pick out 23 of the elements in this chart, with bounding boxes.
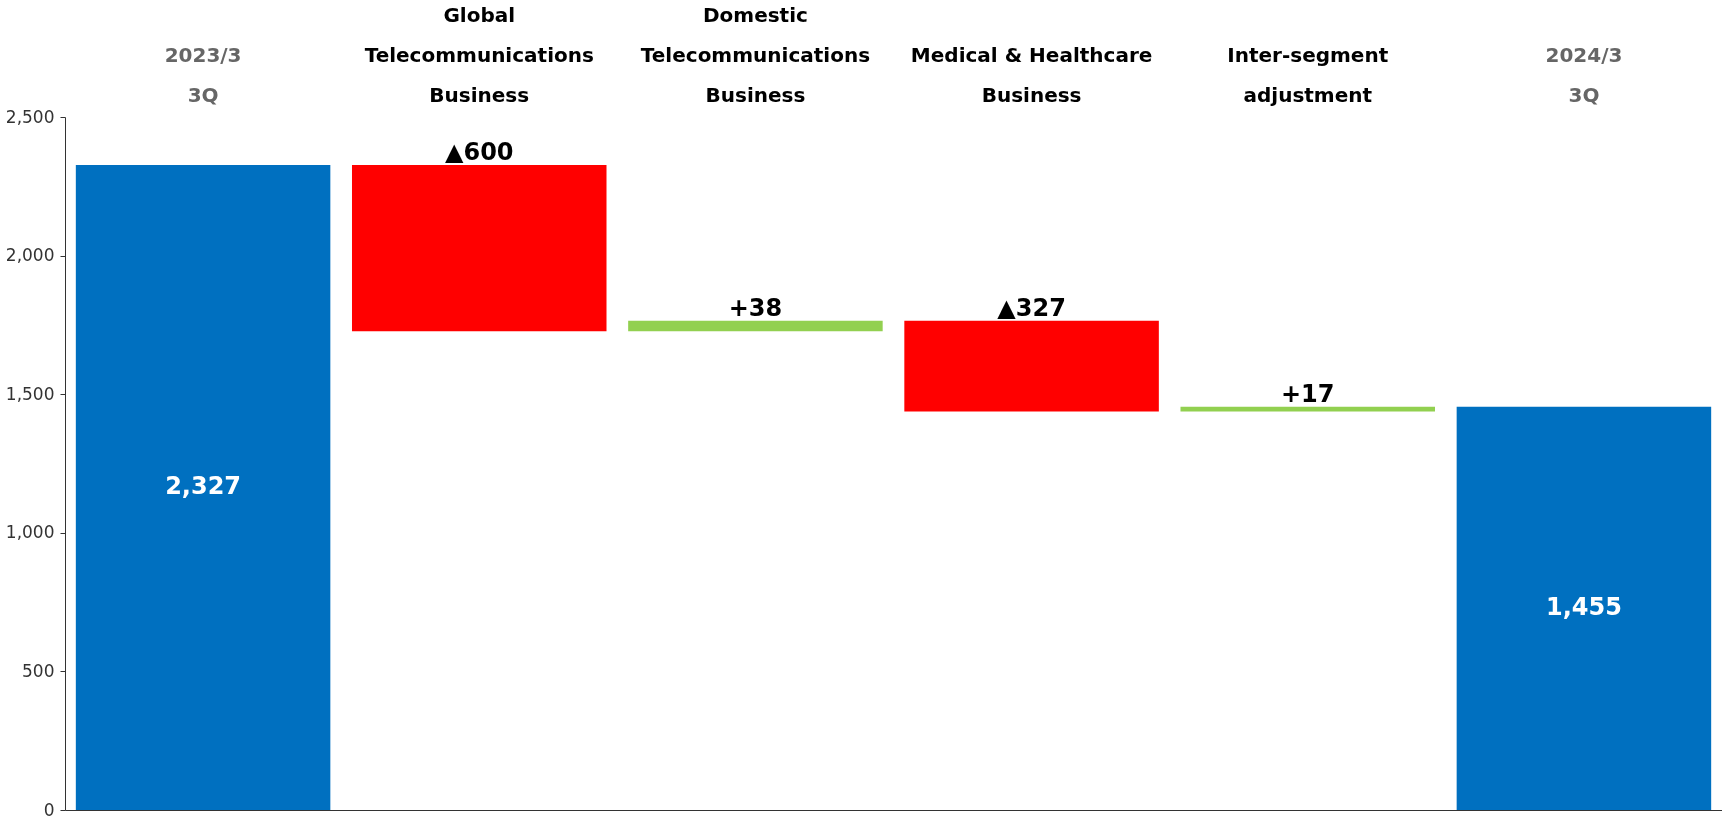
y-tick-label: 2,500 — [5, 106, 55, 127]
y-tick-label: 500 — [22, 660, 55, 681]
x-tick-label: Inter-segment adjustment — [1227, 42, 1389, 107]
y-tick-label: 1,000 — [5, 522, 55, 543]
x-tick-label: Global Telecommunications Business — [364, 2, 594, 107]
x-tick-label: Medical & Healthcare Business — [910, 42, 1153, 107]
data-label: +17 — [1280, 379, 1335, 408]
bar — [628, 320, 883, 332]
bar — [351, 164, 607, 332]
data-label: ▲327 — [997, 293, 1066, 322]
data-label: 2,327 — [165, 472, 242, 501]
bar — [1456, 406, 1712, 810]
x-tick-label: 2023/3 3Q — [164, 42, 242, 107]
y-tick-label: 1,500 — [5, 383, 55, 404]
x-tick-label: 2024/3 3Q — [1545, 42, 1623, 107]
data-label: +38 — [728, 293, 783, 322]
data-label: ▲600 — [444, 137, 514, 166]
bar — [75, 164, 331, 810]
y-tick-label: 2,000 — [5, 245, 55, 266]
y-tick-label: 0 — [43, 799, 55, 820]
bar — [904, 320, 1159, 412]
data-label: 1,455 — [1545, 593, 1622, 622]
x-tick-label: Domestic Telecommunications Business — [640, 2, 871, 107]
